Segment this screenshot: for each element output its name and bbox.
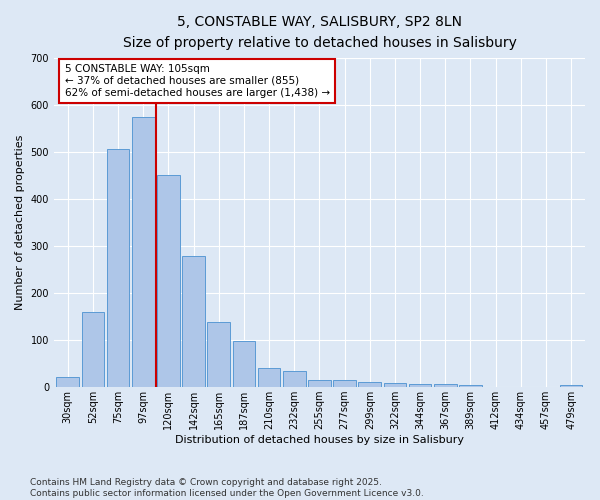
Bar (409, 384, 431, 387)
Y-axis label: Number of detached properties: Number of detached properties (15, 135, 25, 310)
Text: 5 CONSTABLE WAY: 105sqm
← 37% of detached houses are smaller (855)
62% of semi-d: 5 CONSTABLE WAY: 105sqm ← 37% of detache… (65, 64, 329, 98)
Bar (157, 176, 180, 387)
Bar (132, 116, 155, 387)
Bar (283, 370, 305, 387)
Title: 5, CONSTABLE WAY, SALISBURY, SP2 8LN
Size of property relative to detached house: 5, CONSTABLE WAY, SALISBURY, SP2 8LN Siz… (122, 15, 517, 50)
Bar (560, 386, 583, 387)
Bar (208, 322, 230, 387)
X-axis label: Distribution of detached houses by size in Salisbury: Distribution of detached houses by size … (175, 435, 464, 445)
Bar (82, 312, 104, 387)
Bar (56, 377, 79, 387)
Bar (182, 256, 205, 387)
Bar (107, 150, 130, 387)
Bar (308, 380, 331, 387)
Text: Contains HM Land Registry data © Crown copyright and database right 2025.
Contai: Contains HM Land Registry data © Crown c… (30, 478, 424, 498)
Bar (233, 340, 255, 387)
Bar (258, 368, 280, 387)
Bar (334, 380, 356, 387)
Bar (434, 384, 457, 387)
Bar (358, 382, 381, 387)
Bar (383, 383, 406, 387)
Bar (459, 385, 482, 387)
